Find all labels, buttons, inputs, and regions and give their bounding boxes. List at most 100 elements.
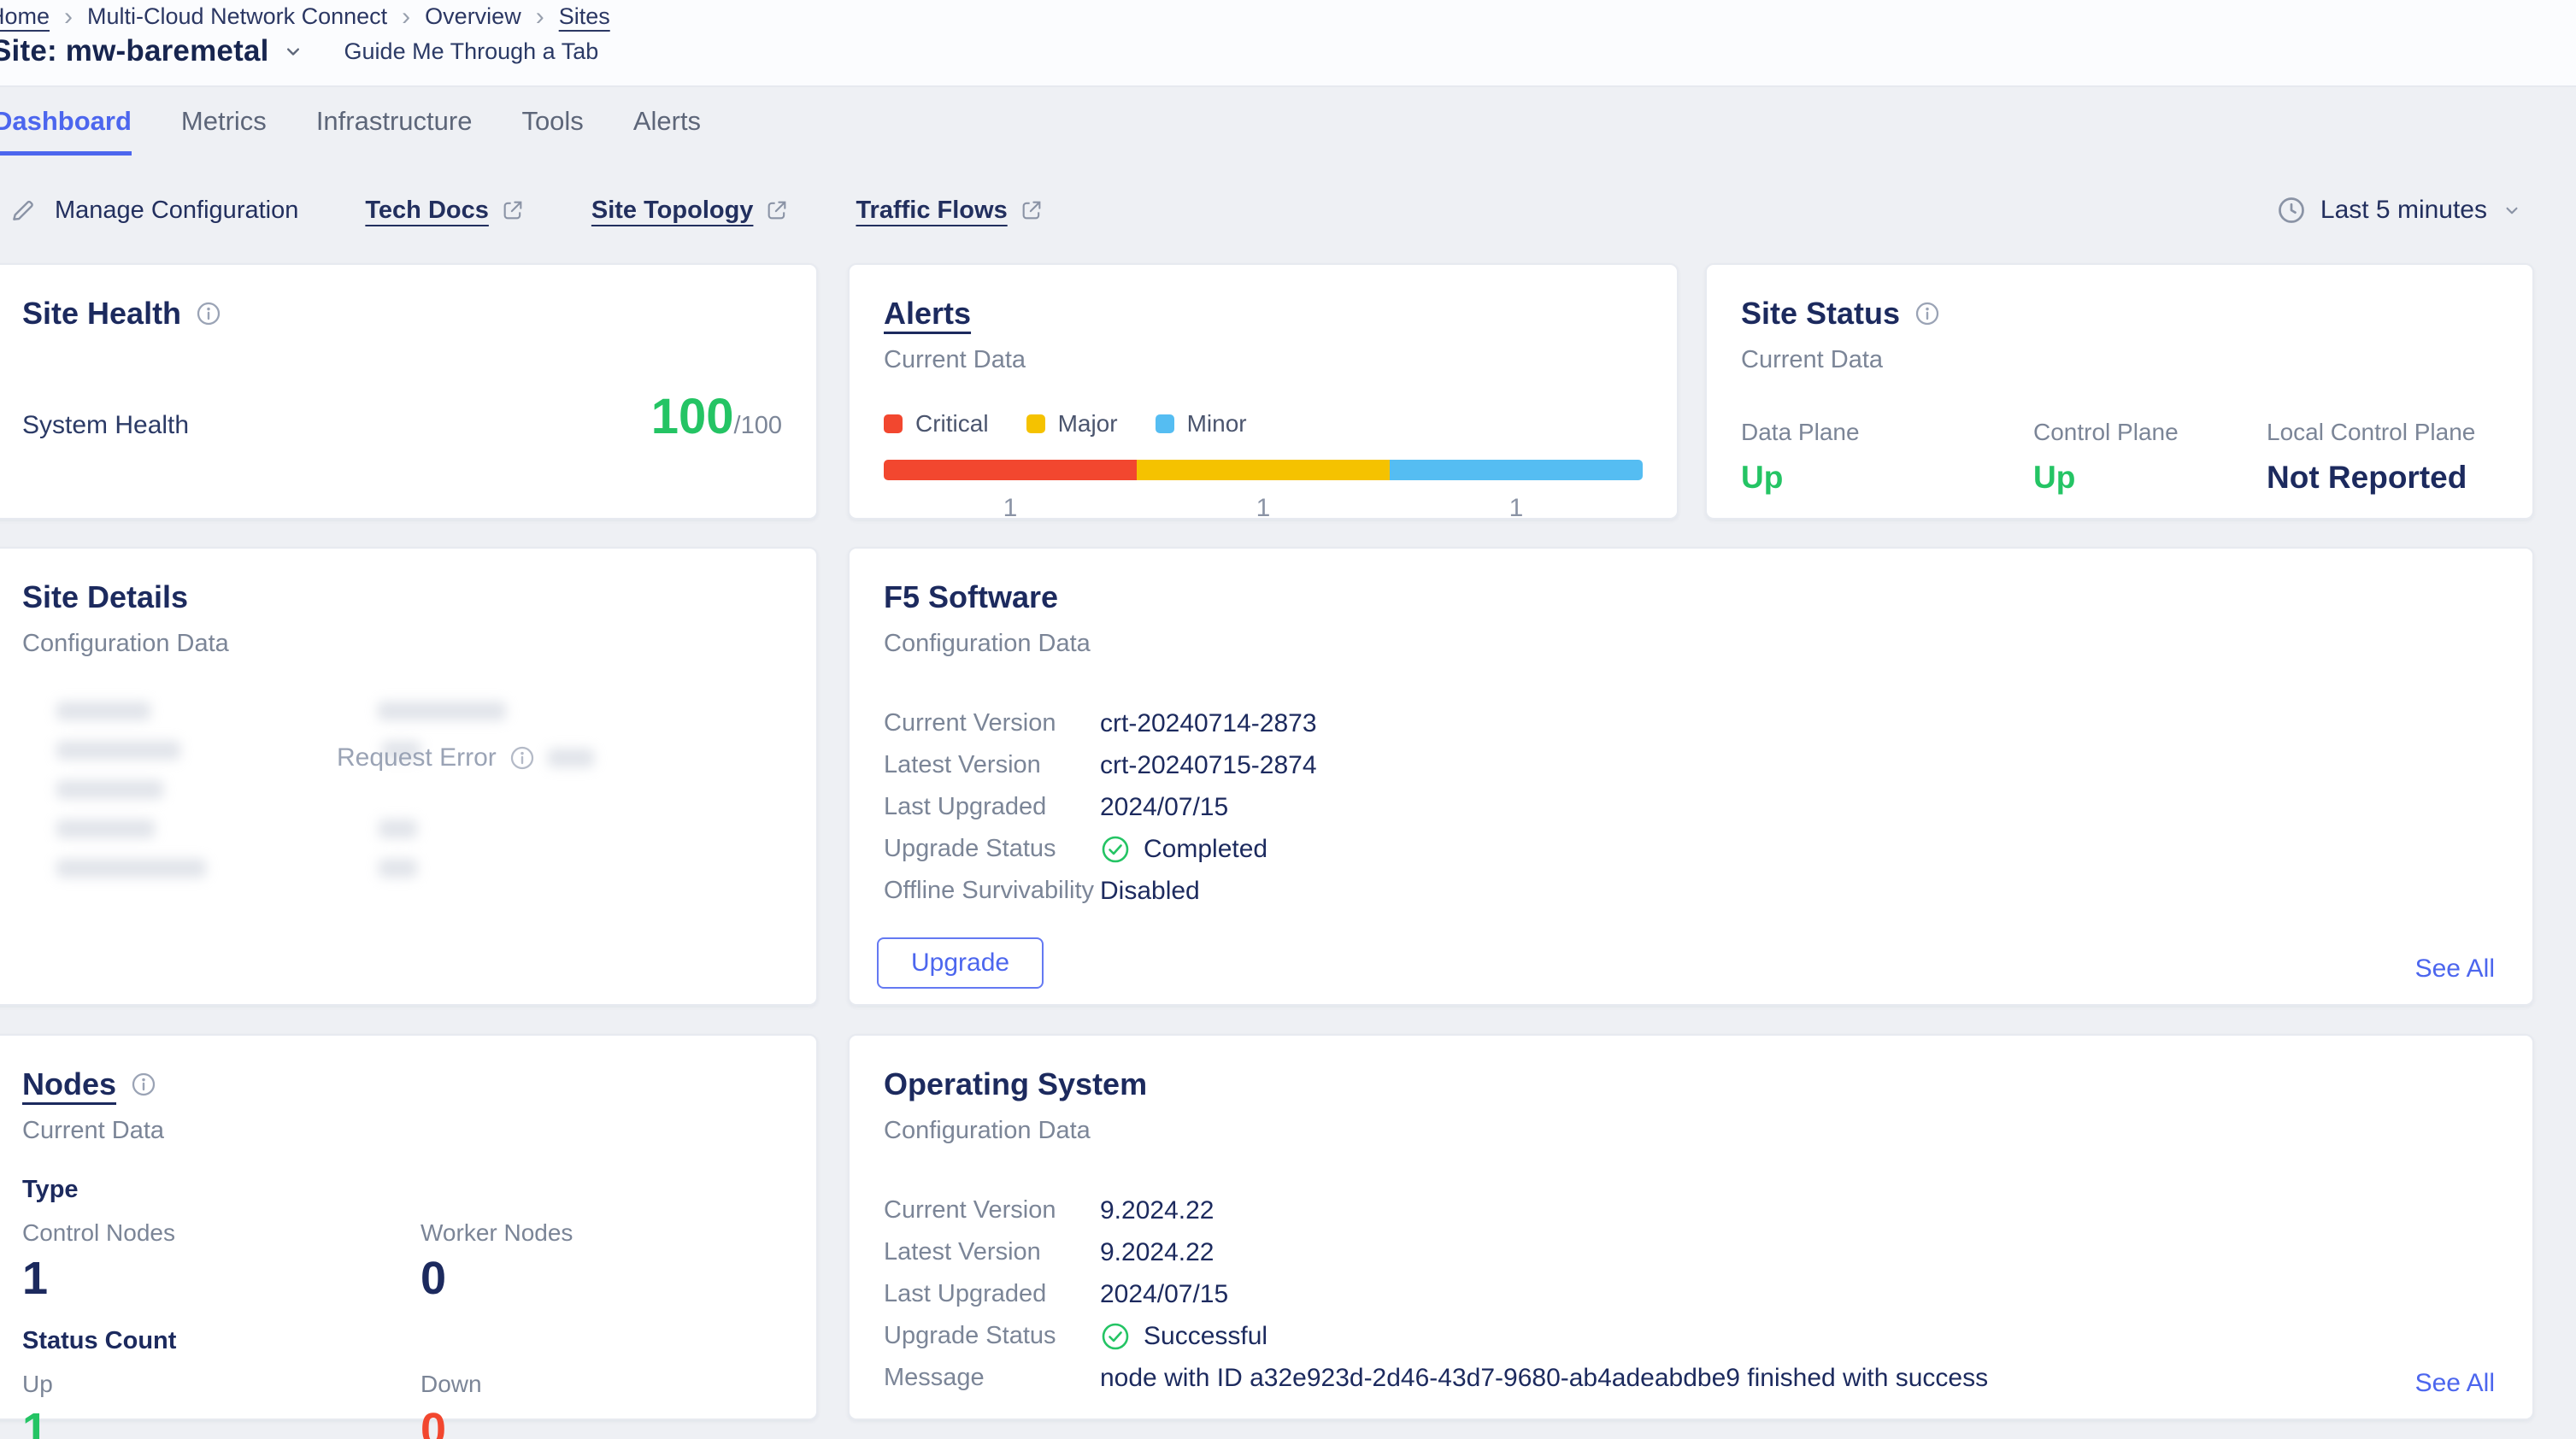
- current-version-value: 9.2024.22: [1100, 1195, 1214, 1225]
- upgrade-button[interactable]: Upgrade: [877, 937, 1044, 989]
- info-icon[interactable]: [509, 744, 536, 772]
- tab-metrics[interactable]: Metrics: [180, 106, 267, 136]
- site-status-title: Site Status: [1741, 296, 1901, 331]
- last-upgraded-row: Last Upgraded 2024/07/15: [884, 786, 2498, 828]
- up-value: 1: [22, 1404, 49, 1439]
- chevron-right-icon: ›: [402, 2, 411, 31]
- critical-bar-segment[interactable]: [884, 460, 1137, 480]
- down-label: Down: [421, 1371, 482, 1397]
- traffic-flows-link[interactable]: Traffic Flows: [856, 197, 1043, 225]
- local-control-plane-label: Local Control Plane: [2267, 419, 2476, 445]
- redacted-row: [22, 740, 782, 761]
- redacted-row: [22, 819, 782, 839]
- nodes-subtitle: Current Data: [22, 1117, 165, 1144]
- last-upgraded-value: 2024/07/15: [1100, 1279, 1229, 1308]
- system-health-denominator: /100: [733, 412, 782, 439]
- current-version-row: Current Version 9.2024.22: [884, 1189, 2498, 1231]
- latest-version-row: Latest Version 9.2024.22: [884, 1231, 2498, 1273]
- up-label: Up: [22, 1371, 53, 1397]
- manage-configuration-label: Manage Configuration: [55, 196, 299, 224]
- site-health-card: Site Health System Health 100 /100: [0, 263, 818, 520]
- f5-software-title: F5 Software: [884, 579, 1059, 614]
- site-details-card: Site Details Configuration Data Request …: [0, 547, 818, 1006]
- f5-software-card: F5 Software Configuration Data Current V…: [848, 547, 2534, 1006]
- alerts-card: Alerts Current Data Critical Major Minor…: [848, 263, 1679, 522]
- tab-dashboard[interactable]: Dashboard: [0, 106, 132, 156]
- control-plane-value: Up: [2033, 460, 2076, 495]
- operating-system-title: Operating System: [884, 1066, 1148, 1101]
- alerts-title-link[interactable]: Alerts: [884, 296, 972, 331]
- info-icon[interactable]: [195, 300, 222, 327]
- down-nodes-stat: Down 0: [421, 1355, 782, 1439]
- alerts-subtitle: Current Data: [884, 346, 1026, 373]
- site-health-title: Site Health: [22, 296, 182, 331]
- info-icon[interactable]: [1914, 300, 1941, 327]
- site-topology-link[interactable]: Site Topology: [591, 197, 790, 225]
- worker-nodes-stat: Worker Nodes 0: [421, 1204, 782, 1301]
- major-bar-segment[interactable]: [1137, 460, 1390, 480]
- request-error-label: Request Error: [337, 743, 497, 772]
- legend-item-minor: Minor: [1155, 410, 1247, 438]
- data-plane-status: Data Plane Up: [1741, 419, 2033, 496]
- page-title: Site: mw-baremetal: [0, 34, 269, 68]
- chevron-right-icon: ›: [64, 2, 74, 31]
- breadcrumb-home[interactable]: Home: [0, 3, 50, 29]
- nodes-card: Nodes Current Data Type Control Nodes 1 …: [0, 1034, 818, 1439]
- site-status-subtitle: Current Data: [1741, 346, 1884, 373]
- chevron-down-icon: [2501, 199, 2523, 221]
- tech-docs-link[interactable]: Tech Docs: [365, 197, 525, 225]
- minor-swatch: [1155, 414, 1174, 433]
- see-all-link[interactable]: See All: [2414, 1369, 2495, 1397]
- redacted-row: [22, 779, 782, 800]
- see-all-link[interactable]: See All: [2414, 954, 2495, 983]
- check-circle-icon: [1100, 834, 1131, 865]
- site-details-subtitle: Configuration Data: [22, 630, 229, 657]
- redacted-value: [547, 749, 594, 767]
- breadcrumb-overview[interactable]: Overview: [425, 3, 521, 29]
- major-label: Major: [1057, 410, 1118, 437]
- tab-infrastructure[interactable]: Infrastructure: [315, 106, 473, 136]
- guide-me-through-a-tab-button[interactable]: Guide Me Through a Tab: [344, 38, 599, 64]
- legend-item-major: Major: [1026, 410, 1118, 438]
- upgrade-status-value: Completed: [1144, 834, 1268, 863]
- critical-swatch: [884, 414, 903, 433]
- operating-system-card: Operating System Configuration Data Curr…: [848, 1034, 2534, 1420]
- upgrade-status-label: Upgrade Status: [884, 835, 1056, 862]
- last-upgraded-label: Last Upgraded: [884, 793, 1047, 820]
- external-link-icon: [501, 198, 525, 222]
- nodes-title-link[interactable]: Nodes: [22, 1066, 117, 1101]
- current-version-label: Current Version: [884, 1196, 1056, 1224]
- legend-item-critical: Critical: [884, 410, 989, 438]
- tab-tools[interactable]: Tools: [521, 106, 584, 136]
- pencil-icon: [9, 196, 38, 225]
- upgrade-status-label: Upgrade Status: [884, 1322, 1056, 1349]
- minor-bar-segment[interactable]: [1390, 460, 1643, 480]
- system-health-label: System Health: [22, 411, 190, 439]
- current-version-row: Current Version crt-20240714-2873: [884, 702, 2498, 744]
- last-upgraded-value: 2024/07/15: [1100, 792, 1229, 821]
- breadcrumb-multi-cloud-network-connect[interactable]: Multi-Cloud Network Connect: [87, 3, 388, 29]
- type-heading: Type: [22, 1176, 79, 1203]
- site-selector-chevron-down-icon[interactable]: [281, 39, 305, 63]
- alerts-stacked-bar: [884, 460, 1643, 480]
- control-nodes-stat: Control Nodes 1: [22, 1204, 421, 1301]
- clock-icon: [2276, 195, 2307, 226]
- down-value: 0: [421, 1404, 447, 1439]
- manage-configuration-button[interactable]: Manage Configuration: [9, 196, 298, 225]
- external-link-icon: [765, 198, 789, 222]
- minor-count: 1: [1509, 494, 1524, 522]
- time-range-picker[interactable]: Last 5 minutes: [2276, 186, 2523, 234]
- breadcrumb-sites[interactable]: Sites: [558, 3, 610, 29]
- up-nodes-stat: Up 1: [22, 1355, 421, 1439]
- critical-count: 1: [1003, 494, 1018, 522]
- major-swatch: [1026, 414, 1045, 433]
- info-icon[interactable]: [130, 1071, 157, 1098]
- check-circle-icon: [1100, 1321, 1131, 1352]
- request-error-message: Request Error: [337, 743, 594, 772]
- upgrade-status-row: Upgrade Status Successful: [884, 1315, 2498, 1357]
- alerts-legend: Critical Major Minor: [884, 410, 1643, 438]
- tab-alerts[interactable]: Alerts: [632, 106, 702, 136]
- site-status-card: Site Status Current Data Data Plane Up C…: [1705, 263, 2534, 520]
- control-plane-label: Control Plane: [2033, 419, 2179, 445]
- message-value: node with ID a32e923d-2d46-43d7-9680-ab4…: [1100, 1363, 1989, 1392]
